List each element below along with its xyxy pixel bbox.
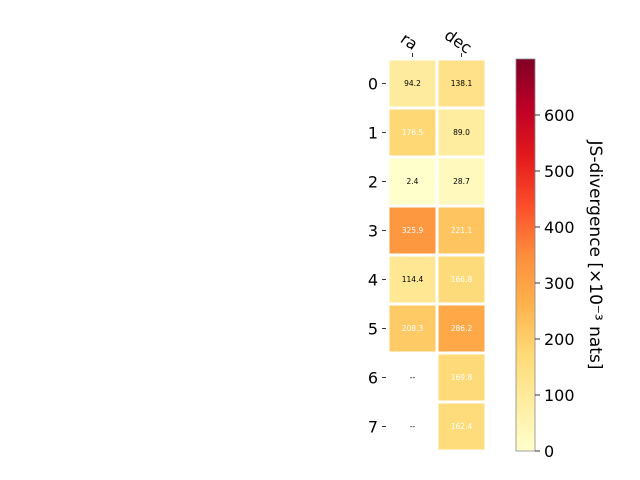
heatmap-cell [438,60,485,107]
cell-value-label: 138.1 [451,79,473,88]
column-tick-label: dec [441,25,475,57]
cell-value-label: 208.3 [402,324,424,333]
heatmap-cell [389,158,436,205]
cell-value-label: 114.4 [402,275,424,284]
colorbar-ticks: 0 100 200 300 400 500 600 [535,106,575,461]
heatmap-cell [438,207,485,254]
cell-value-label: -- [410,422,416,431]
colorbar-tick-label: 100 [544,386,575,405]
heatmap-cell [438,109,485,156]
row-tick-label: 2 [368,173,378,192]
cell-value-label: 176.5 [402,128,424,137]
colorbar-tick-label: 600 [544,106,575,125]
heatmap-cell [438,256,485,303]
heatmap-cell [389,60,436,107]
colorbar-bar [515,58,536,452]
cell-value-label: 2.4 [407,177,419,186]
colorbar-tick-label: 200 [544,330,575,349]
cell-value-label: 28.7 [453,177,470,186]
heatmap-cell [438,354,485,401]
row-tick-label: 4 [368,271,378,290]
heatmap-cell [438,305,485,352]
heatmap-cell [438,158,485,205]
row-tick-label: 1 [368,124,378,143]
cell-value-label: 94.2 [404,79,421,88]
cell-value-label: 166.8 [451,275,473,284]
colorbar-tick-label: 300 [544,274,575,293]
heatmap-cells: 94.2 138.1 176.5 89.0 2.4 28.7 325.9 221.1 114.4… [389,60,485,450]
column-tick-label: ra [397,29,421,54]
cell-value-label: 169.8 [451,373,473,382]
colorbar-tick-label: 400 [544,218,575,237]
cell-value-label: -- [410,373,416,382]
heatmap-cell [389,109,436,156]
colorbar: 0 100 200 300 400 500 600 JS-divergence [×10⁻³… [515,58,605,461]
colorbar-label: JS-divergence [×10⁻³ nats] [585,140,605,370]
heatmap-cell [389,305,436,352]
row-tick-label: 3 [368,222,378,241]
heatmap-cell [389,207,436,254]
cell-value-label: 89.0 [453,128,470,137]
heatmap-cell [389,256,436,303]
row-tick-label: 5 [368,320,378,339]
row-tick-label: 6 [368,369,378,388]
cell-value-label: 286.2 [451,324,473,333]
row-tick-label: 0 [368,75,378,94]
heatmap-cell [438,403,485,450]
cell-value-label: 325.9 [402,226,424,235]
cell-value-label: 221.1 [451,226,473,235]
colorbar-tick-label: 500 [544,162,575,181]
row-tick-label: 7 [368,418,378,437]
cell-value-label: 162.4 [451,422,473,431]
colorbar-tick-label: 0 [544,442,554,461]
